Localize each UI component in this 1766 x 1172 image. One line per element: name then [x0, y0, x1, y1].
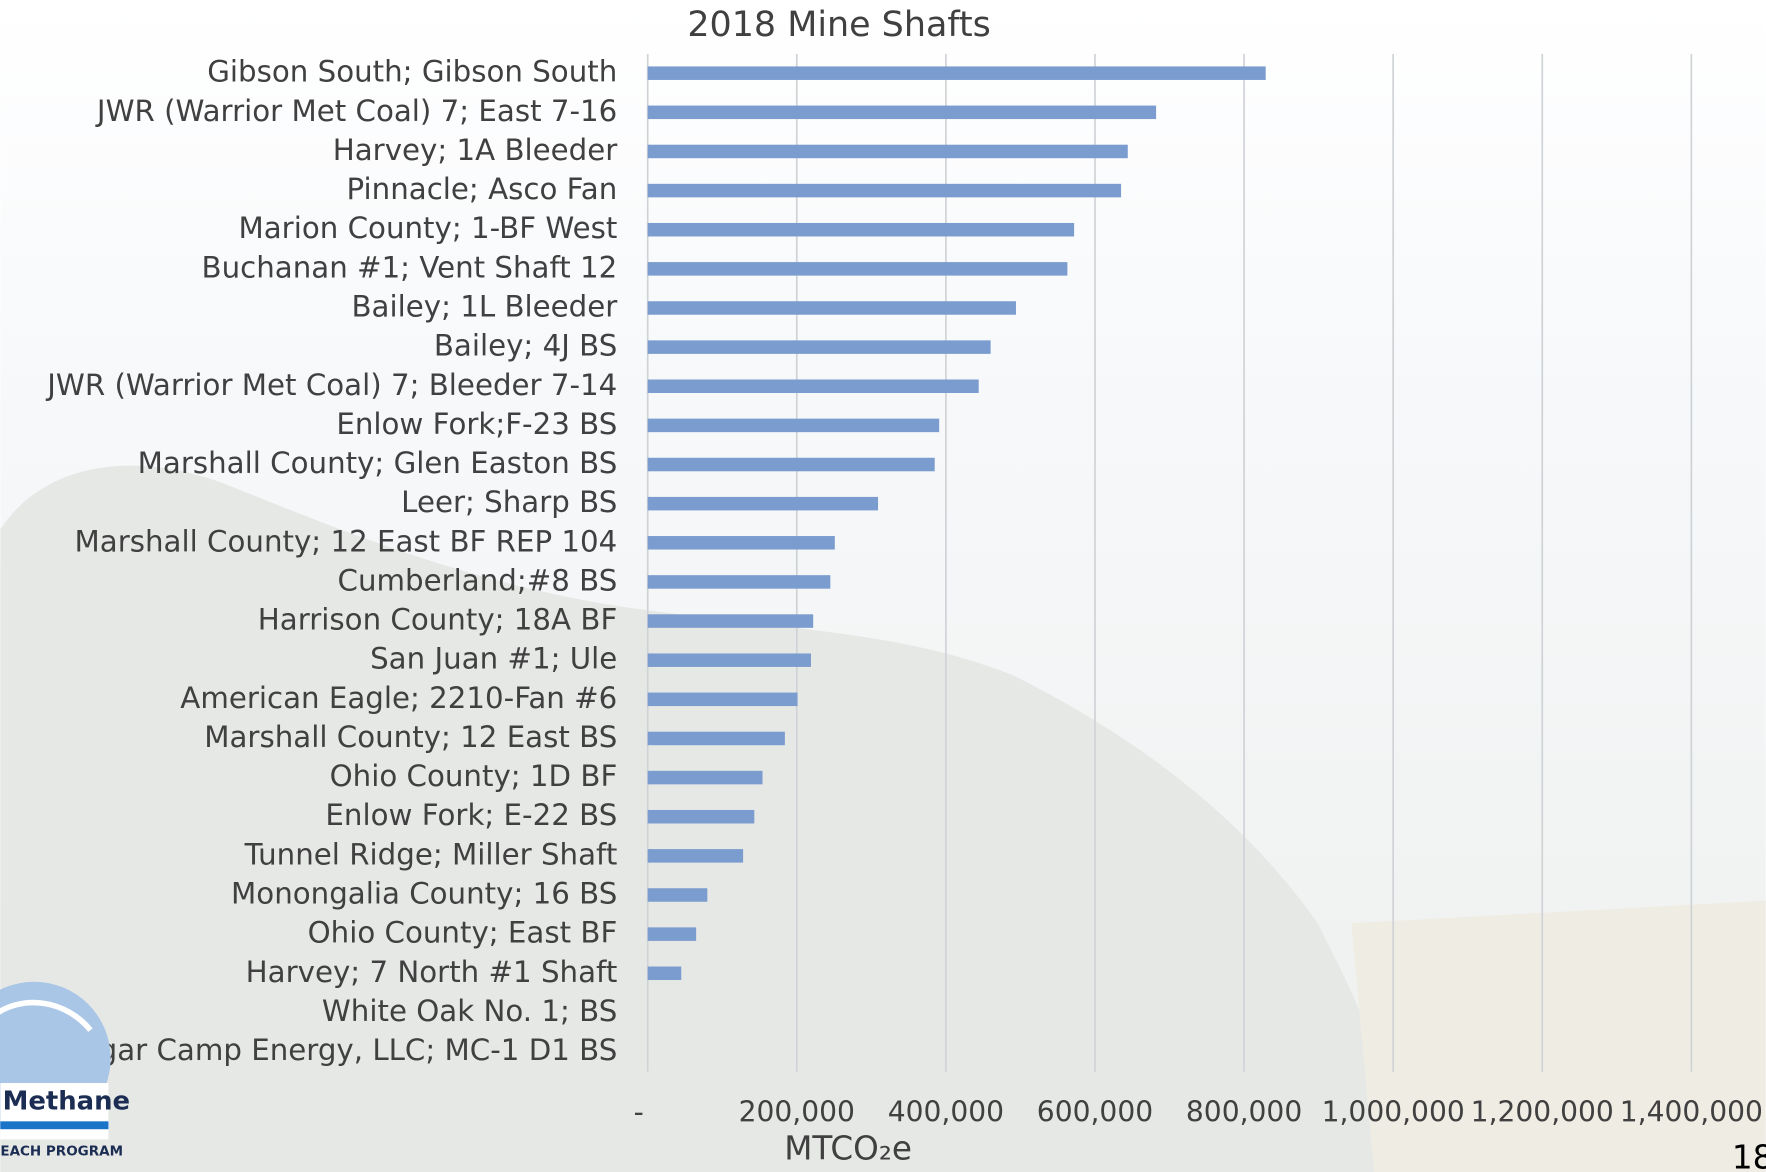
- background-field: [1351, 900, 1766, 1172]
- y-tick-label: JWR (Warrior Met Coal) 7; East 7-16: [95, 94, 617, 128]
- y-tick-label: Tunnel Ridge; Miller Shaft: [244, 837, 618, 871]
- x-tick-label: 400,000: [888, 1095, 1004, 1128]
- bar: [647, 536, 835, 550]
- x-tick-label: 200,000: [739, 1095, 855, 1128]
- bar: [647, 731, 785, 746]
- bar: [647, 966, 682, 981]
- x-tick-label: 1,400,000: [1620, 1095, 1763, 1128]
- bar: [647, 105, 1157, 120]
- x-tick-label: 1,000,000: [1322, 1095, 1465, 1128]
- bar: [647, 66, 1266, 80]
- y-tick-label: White Oak No. 1; BS: [322, 994, 617, 1028]
- y-tick-label: Marshall County; 12 East BS: [204, 720, 617, 754]
- y-tick-label: Enlow Fork;F-23 BS: [336, 407, 617, 441]
- y-tick-label: Bailey; 1L Bleeder: [351, 289, 618, 323]
- x-tick-label: -: [634, 1095, 644, 1128]
- y-tick-label: Harvey; 7 North #1 Shaft: [246, 955, 618, 989]
- logo-name: Methane: [3, 1087, 131, 1117]
- y-tick-label: Gibson South; Gibson South: [207, 55, 617, 89]
- bar: [647, 183, 1122, 198]
- logo-program: EACH PROGRAM: [0, 1144, 123, 1160]
- logo: Methane EACH PROGRAM: [0, 981, 131, 1160]
- y-tick-label: Cumberland;#8 BS: [338, 563, 618, 597]
- y-tick-label: Harvey; 1A Bleeder: [333, 133, 619, 167]
- y-tick-label: JWR (Warrior Met Coal) 7; Bleeder 7-14: [45, 368, 617, 402]
- bar: [647, 379, 979, 394]
- logo-swoosh: [0, 999, 93, 1032]
- y-tick-label: Leer; Sharp BS: [401, 485, 617, 519]
- bar: [647, 809, 755, 824]
- y-tick-label: Ohio County; East BF: [308, 916, 618, 950]
- y-tick-label: Monongalia County; 16 BS: [231, 876, 617, 910]
- bar: [647, 770, 763, 785]
- bar: [647, 301, 1016, 315]
- y-tick-label: Marshall County; 12 East BF REP 104: [75, 524, 618, 558]
- y-tick-label: Marshall County; Glen Easton BS: [138, 446, 618, 480]
- y-tick-label: San Juan #1; Ule: [370, 642, 617, 676]
- bar: [647, 653, 811, 667]
- bar: [647, 418, 940, 433]
- bar: [647, 614, 814, 628]
- bar: [647, 888, 708, 902]
- bar: [647, 496, 879, 511]
- y-tick-label: American Eagle; 2210-Fan #6: [180, 681, 617, 715]
- bar: [647, 340, 991, 354]
- x-axis-label: MTCO₂e: [784, 1130, 912, 1168]
- bar: [647, 457, 935, 472]
- y-tick-label: Sugar Camp Energy, LLC; MC-1 D1 BS: [62, 1033, 618, 1067]
- x-tick-label: 800,000: [1186, 1095, 1302, 1128]
- plot: -200,000 400,000 600,000 800,000 1,000,000 1,…: [45, 54, 1763, 1128]
- bar: [647, 692, 798, 707]
- y-tick-label: Bailey; 4J BS: [434, 329, 617, 363]
- y-tick-label: Pinnacle; Asco Fan: [347, 172, 618, 206]
- y-tick-label: Ohio County; 1D BF: [330, 759, 618, 793]
- x-tick-label: 1,200,000: [1471, 1095, 1614, 1128]
- y-tick-label: Enlow Fork; E-22 BS: [325, 798, 617, 832]
- chart-title: 2018 Mine Shafts: [687, 5, 991, 45]
- bar: [647, 575, 831, 589]
- bar: [647, 262, 1068, 276]
- y-tick-label: Marion County; 1-BF West: [239, 211, 618, 245]
- bar: [647, 927, 697, 941]
- logo-bar: [0, 1121, 109, 1130]
- y-tick-label: Harrison County; 18A BF: [258, 603, 618, 637]
- bar: [647, 144, 1128, 159]
- logo-plate: [0, 1083, 109, 1140]
- bar: [647, 849, 744, 863]
- y-tick-label: Buchanan #1; Vent Shaft 12: [202, 250, 618, 284]
- x-tick-label: 600,000: [1037, 1095, 1153, 1128]
- page-number: 18: [1732, 1139, 1766, 1172]
- bar: [647, 222, 1075, 237]
